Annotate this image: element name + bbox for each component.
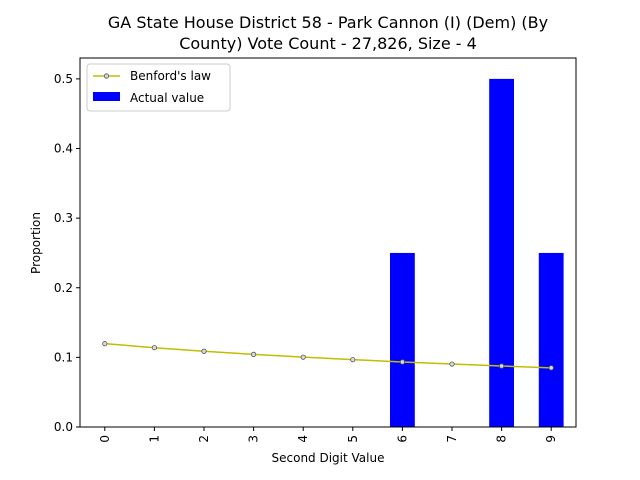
plot-frame bbox=[79, 57, 577, 428]
x-tick-label-3: 3 bbox=[247, 435, 261, 443]
bar-digit-9 bbox=[538, 252, 564, 427]
bar-digit-6 bbox=[390, 252, 415, 427]
benford-line-group bbox=[102, 341, 554, 371]
chart-title-line-1: GA State House District 58 - Park Cannon… bbox=[108, 13, 548, 32]
legend-frame bbox=[86, 63, 231, 112]
benford-point-4 bbox=[300, 354, 306, 360]
chart-title-line-2: County) Vote Count - 27,826, Size - 4 bbox=[179, 34, 477, 53]
legend-bar-swatch bbox=[93, 92, 120, 101]
benford-point-0 bbox=[102, 341, 108, 347]
benford-point-5 bbox=[350, 357, 356, 363]
legend: Benford's law Actual value bbox=[86, 63, 231, 112]
benford-point-8 bbox=[498, 363, 505, 369]
y-tick-label-0.0: 0.0 bbox=[54, 420, 73, 434]
benford-point-2 bbox=[201, 348, 207, 354]
benford-point-1 bbox=[151, 345, 157, 351]
x-tick-label-4: 4 bbox=[296, 435, 310, 443]
legend-line-marker bbox=[103, 73, 110, 79]
legend-label-actual: Actual value bbox=[130, 91, 204, 105]
x-axis-label: Second Digit Value bbox=[272, 451, 385, 465]
y-axis-label: Proportion bbox=[29, 212, 43, 274]
x-tick-label-6: 6 bbox=[395, 435, 409, 443]
benford-point-9 bbox=[548, 365, 554, 371]
axes-group: 0 1 2 3 4 5 6 7 8 9 0.0 0.1 0.2 0.3 0.4 0.5 bbox=[54, 57, 577, 443]
x-tick-label-7: 7 bbox=[445, 435, 459, 443]
x-tick-label-1: 1 bbox=[147, 435, 161, 443]
bars-group bbox=[390, 78, 564, 428]
y-tick-label-0.3: 0.3 bbox=[54, 211, 73, 225]
x-tick-label-2: 2 bbox=[197, 435, 211, 443]
benford-point-6 bbox=[399, 359, 405, 365]
benford-line bbox=[104, 342, 552, 369]
benford-point-7 bbox=[449, 361, 455, 367]
y-tick-label-0.5: 0.5 bbox=[54, 72, 73, 86]
x-tick-label-0: 0 bbox=[98, 435, 112, 443]
x-tick-label-5: 5 bbox=[346, 435, 360, 443]
y-tick-label-0.1: 0.1 bbox=[54, 350, 73, 364]
bar-digit-8 bbox=[489, 78, 514, 428]
x-tick-label-9: 9 bbox=[544, 435, 558, 443]
x-tick-label-8: 8 bbox=[495, 435, 509, 443]
y-tick-label-0.4: 0.4 bbox=[54, 142, 73, 156]
legend-label-benford: Benford's law bbox=[130, 69, 211, 83]
y-tick-label-0.2: 0.2 bbox=[54, 281, 73, 295]
benford-point-3 bbox=[251, 351, 257, 357]
